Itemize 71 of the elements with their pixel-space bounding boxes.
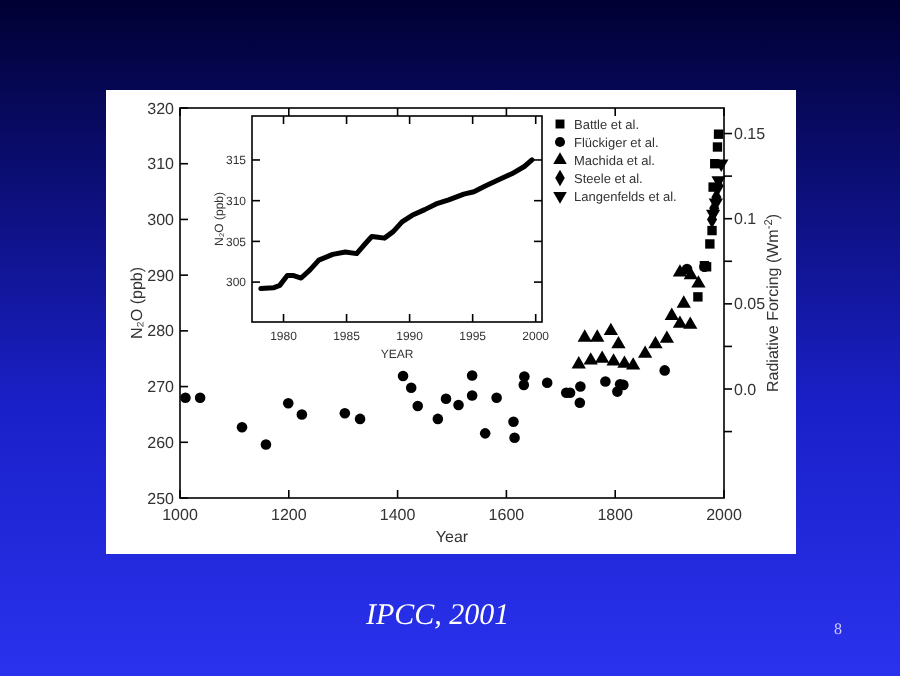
point: [466, 370, 478, 381]
point: [194, 392, 206, 403]
x-tick-label: 1200: [271, 506, 308, 524]
point: [479, 428, 491, 439]
point: [180, 392, 191, 403]
y2-tick-label: 0.1: [734, 210, 758, 229]
y-tick-label: 320: [147, 99, 176, 118]
point: [659, 330, 675, 343]
point: [236, 421, 248, 433]
point: [648, 336, 663, 349]
y2-tick-label: 0.15: [734, 125, 767, 144]
point: [683, 316, 698, 329]
point: [676, 295, 691, 308]
point: [577, 329, 592, 342]
y-tick-label: 250: [147, 489, 176, 508]
point: [296, 409, 308, 420]
point: [571, 356, 586, 369]
point: [672, 264, 688, 277]
point: [600, 376, 611, 387]
point: [693, 292, 703, 302]
x-axis-title: Year: [435, 528, 469, 546]
point: [672, 315, 688, 328]
text: 8: [834, 620, 842, 638]
point: [509, 432, 520, 444]
point: [707, 225, 717, 236]
point: [412, 400, 424, 412]
point: [282, 398, 294, 409]
point: [659, 365, 670, 376]
point: [712, 142, 723, 152]
y-tick-label: 300: [147, 211, 176, 230]
point: [491, 392, 502, 403]
point: [574, 397, 586, 409]
point: [354, 413, 366, 425]
y-tick-label: 310: [147, 155, 176, 174]
point: [606, 353, 621, 366]
point: [713, 129, 724, 139]
point: [595, 350, 610, 363]
point: [590, 329, 605, 342]
point: [583, 352, 598, 365]
x-tick-label: 1400: [379, 506, 417, 524]
point: [260, 439, 272, 450]
point: [466, 390, 478, 401]
point: [405, 382, 417, 393]
point: [339, 408, 351, 419]
y-tick-label: 270: [147, 378, 176, 397]
y2-tick-label: 0.0: [734, 380, 758, 399]
point: [397, 370, 409, 382]
x-tick-label: 1800: [597, 506, 635, 524]
point: [508, 416, 519, 427]
x-tick-label: 2000: [706, 506, 743, 524]
y-tick-label: 260: [147, 433, 176, 452]
point: [691, 275, 706, 288]
y2-tick-label: 0.05: [734, 295, 767, 314]
point: [626, 357, 641, 370]
point: [432, 413, 444, 425]
point: [611, 336, 626, 349]
point: [664, 307, 679, 320]
point: [705, 239, 715, 249]
point: [453, 399, 464, 411]
point: [575, 381, 586, 392]
point: [603, 322, 618, 335]
y-tick-label: 290: [147, 266, 176, 285]
point: [637, 345, 653, 358]
point: [518, 379, 530, 391]
y-axis-title: N₂O (ppb): [127, 266, 146, 340]
y-tick-label: 280: [147, 322, 176, 341]
point: [440, 393, 452, 405]
x-tick-label: 1600: [488, 506, 526, 524]
text: IPCC, 2001: [364, 600, 510, 632]
x-tick-label: 1000: [162, 506, 199, 524]
point: [541, 377, 553, 388]
